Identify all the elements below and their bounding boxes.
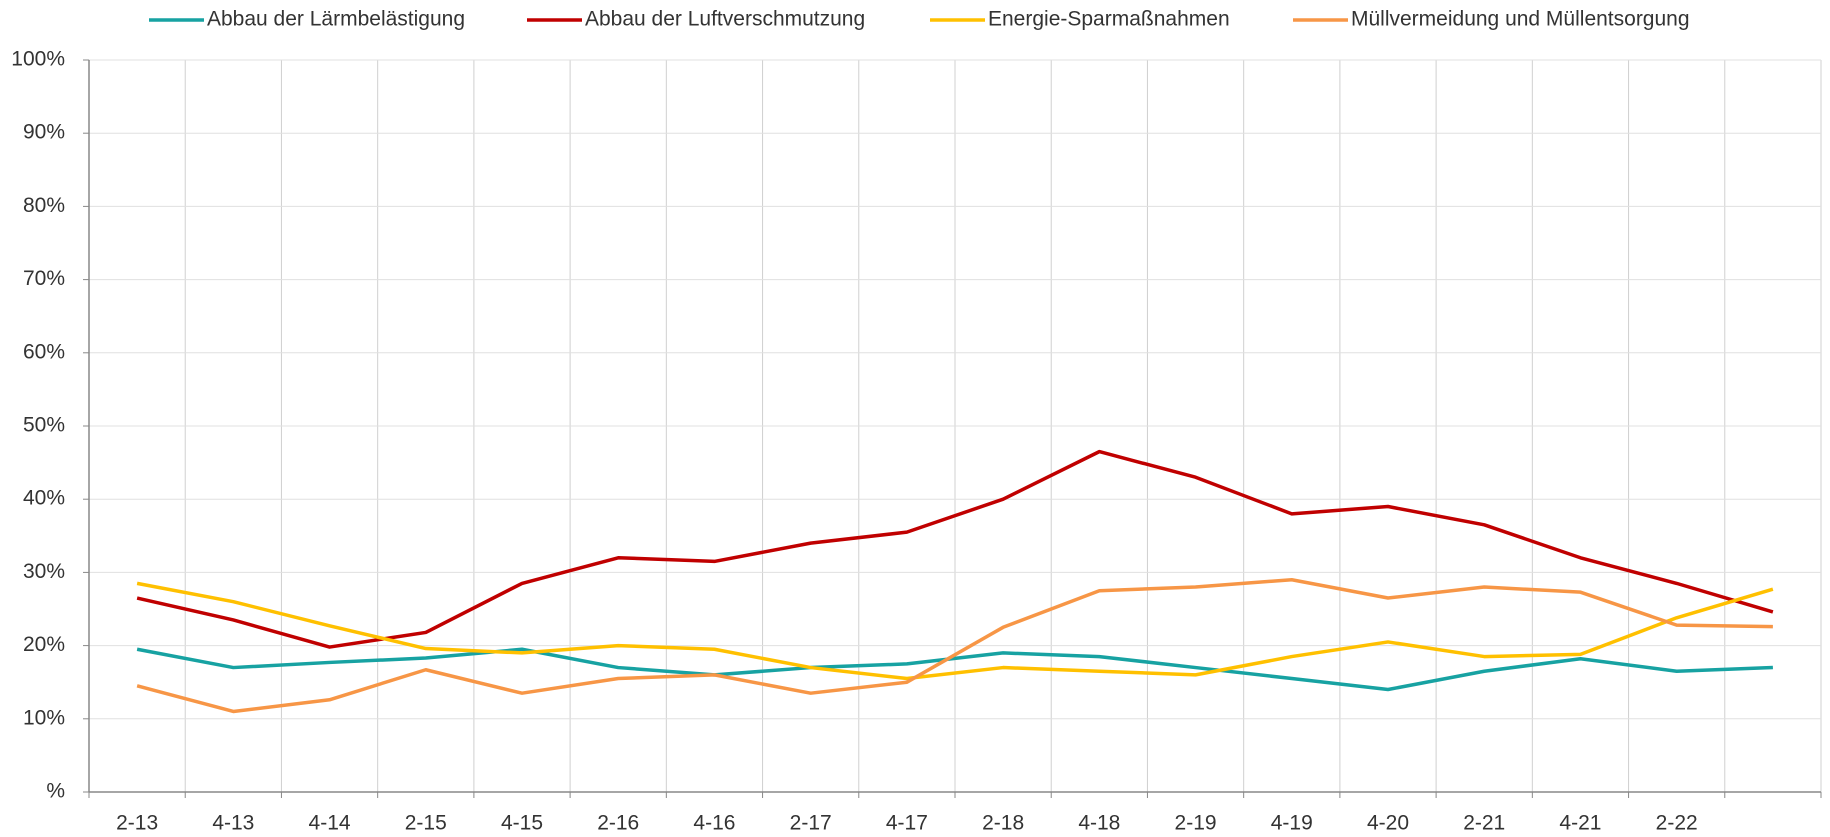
y-tick-label: 60%: [23, 340, 65, 363]
y-tick-label: 90%: [23, 121, 65, 144]
series-line: [136, 577, 1773, 714]
y-tick-label: 30%: [23, 560, 65, 583]
y-tick-label: %: [46, 780, 65, 803]
x-tick-label: 4-18: [1078, 812, 1120, 835]
legend-label: Energie-Sparmaßnahmen: [988, 8, 1230, 31]
x-tick-label: 2-22: [1656, 812, 1698, 835]
x-tick-label: 2-16: [597, 812, 639, 835]
x-tick-label: 4-14: [309, 812, 351, 835]
x-tick-label: 4-20: [1367, 812, 1409, 835]
x-tick-label: 4-16: [693, 812, 735, 835]
series-line: [136, 647, 1773, 692]
x-tick-label: 4-19: [1271, 812, 1313, 835]
y-tick-label: 10%: [23, 706, 65, 729]
x-tick-label: 2-15: [405, 812, 447, 835]
series-line: [136, 449, 1774, 649]
x-tick-label: 4-17: [886, 812, 928, 835]
y-tick-label: 80%: [23, 194, 65, 217]
legend-label: Abbau der Luftverschmutzung: [585, 8, 865, 31]
series-line: [136, 581, 1774, 681]
y-tick-label: 20%: [23, 633, 65, 656]
x-tick-label: 2-17: [790, 812, 832, 835]
x-tick-label: 2-21: [1463, 812, 1505, 835]
y-tick-label: 40%: [23, 487, 65, 510]
y-tick-label: 50%: [23, 414, 65, 437]
legend-label: Abbau der Lärmbelästigung: [207, 8, 465, 31]
x-tick-label: 2-19: [1175, 812, 1217, 835]
x-tick-label: 4-13: [212, 812, 254, 835]
x-tick-label: 4-15: [501, 812, 543, 835]
x-tick-label: 2-18: [982, 812, 1024, 835]
y-tick-label: 70%: [23, 267, 65, 290]
x-tick-label: 2-13: [116, 812, 158, 835]
legend-label: Müllvermeidung und Müllentsorgung: [1351, 8, 1690, 31]
y-tick-label: 100%: [11, 48, 65, 71]
x-tick-label: 4-21: [1559, 812, 1601, 835]
